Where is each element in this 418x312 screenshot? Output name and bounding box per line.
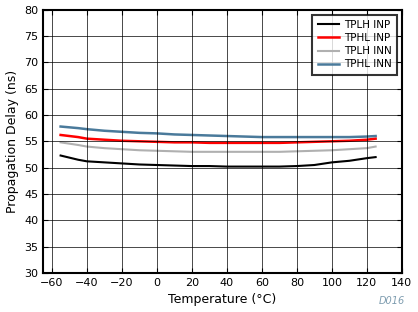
TPLH INN <box>120 147 125 151</box>
TPHL INP <box>242 141 247 145</box>
TPLH INN <box>259 150 264 154</box>
TPLH INN <box>154 149 159 153</box>
TPLH INP <box>294 164 299 168</box>
TPHL INN <box>102 129 107 133</box>
TPLH INN <box>102 146 107 150</box>
TPHL INP <box>102 138 107 142</box>
TPHL INN <box>259 135 264 139</box>
TPHL INP <box>277 141 282 145</box>
Y-axis label: Propagation Delay (ns): Propagation Delay (ns) <box>5 70 18 213</box>
TPLH INP <box>242 165 247 168</box>
TPHL INN <box>76 126 81 130</box>
TPLH INP <box>58 154 63 157</box>
TPLH INN <box>373 145 378 149</box>
TPHL INN <box>277 135 282 139</box>
TPLH INP <box>137 163 142 166</box>
TPHL INN <box>172 133 177 136</box>
TPHL INN <box>347 135 352 139</box>
TPHL INN <box>84 127 89 131</box>
TPHL INN <box>120 130 125 134</box>
TPLH INN <box>76 143 81 147</box>
TPHL INN <box>58 125 63 129</box>
TPLH INP <box>364 156 370 160</box>
Legend: TPLH INP, TPHL INP, TPLH INN, TPHL INN: TPLH INP, TPHL INP, TPLH INN, TPHL INN <box>313 15 397 75</box>
TPLH INN <box>312 149 317 153</box>
TPHL INN <box>189 133 194 137</box>
TPLH INN <box>364 146 370 150</box>
TPHL INP <box>294 140 299 144</box>
TPHL INP <box>137 139 142 143</box>
TPLH INP <box>312 163 317 167</box>
TPLH INP <box>102 160 107 164</box>
TPLH INP <box>224 165 229 168</box>
TPHL INP <box>76 135 81 139</box>
TPHL INN <box>154 132 159 135</box>
Line: TPLH INP: TPLH INP <box>61 155 376 167</box>
TPHL INN <box>207 134 212 137</box>
TPLH INN <box>224 150 229 154</box>
TPLH INN <box>207 150 212 154</box>
TPHL INP <box>364 138 370 142</box>
TPHL INP <box>329 139 334 143</box>
TPLH INN <box>277 150 282 154</box>
TPLH INN <box>347 147 352 151</box>
TPHL INN <box>312 135 317 139</box>
TPHL INN <box>364 135 370 139</box>
TPHL INP <box>120 139 125 143</box>
TPLH INN <box>189 150 194 154</box>
TPHL INP <box>58 133 63 137</box>
TPLH INN <box>137 149 142 152</box>
TPHL INP <box>84 137 89 140</box>
TPLH INP <box>329 160 334 164</box>
Line: TPLH INN: TPLH INN <box>61 142 376 152</box>
TPHL INN <box>329 135 334 139</box>
TPLH INP <box>373 155 378 159</box>
TPLH INN <box>329 149 334 152</box>
TPLH INN <box>294 149 299 153</box>
TPLH INP <box>84 159 89 163</box>
TPLH INP <box>154 163 159 167</box>
TPHL INP <box>224 141 229 145</box>
TPLH INP <box>207 164 212 168</box>
TPLH INP <box>277 165 282 168</box>
TPLH INP <box>76 158 81 162</box>
TPHL INP <box>172 140 177 144</box>
TPLH INP <box>120 162 125 165</box>
TPLH INP <box>347 159 352 163</box>
TPLH INN <box>58 140 63 144</box>
TPLH INP <box>259 165 264 168</box>
TPHL INP <box>347 139 352 143</box>
TPHL INN <box>373 134 378 138</box>
TPLH INN <box>242 150 247 154</box>
TPHL INP <box>373 137 378 140</box>
X-axis label: Temperature (°C): Temperature (°C) <box>168 294 277 306</box>
Text: D016: D016 <box>379 296 405 306</box>
TPHL INN <box>224 134 229 138</box>
Line: TPHL INN: TPHL INN <box>61 127 376 137</box>
TPLH INP <box>189 164 194 168</box>
TPHL INP <box>207 141 212 145</box>
TPHL INP <box>312 140 317 144</box>
TPHL INN <box>137 131 142 135</box>
TPHL INN <box>242 135 247 139</box>
TPHL INP <box>259 141 264 145</box>
Line: TPHL INP: TPHL INP <box>61 135 376 143</box>
TPHL INP <box>189 140 194 144</box>
TPLH INN <box>172 149 177 153</box>
TPHL INP <box>154 140 159 144</box>
TPLH INN <box>84 145 89 149</box>
TPHL INN <box>294 135 299 139</box>
TPLH INP <box>172 164 177 168</box>
